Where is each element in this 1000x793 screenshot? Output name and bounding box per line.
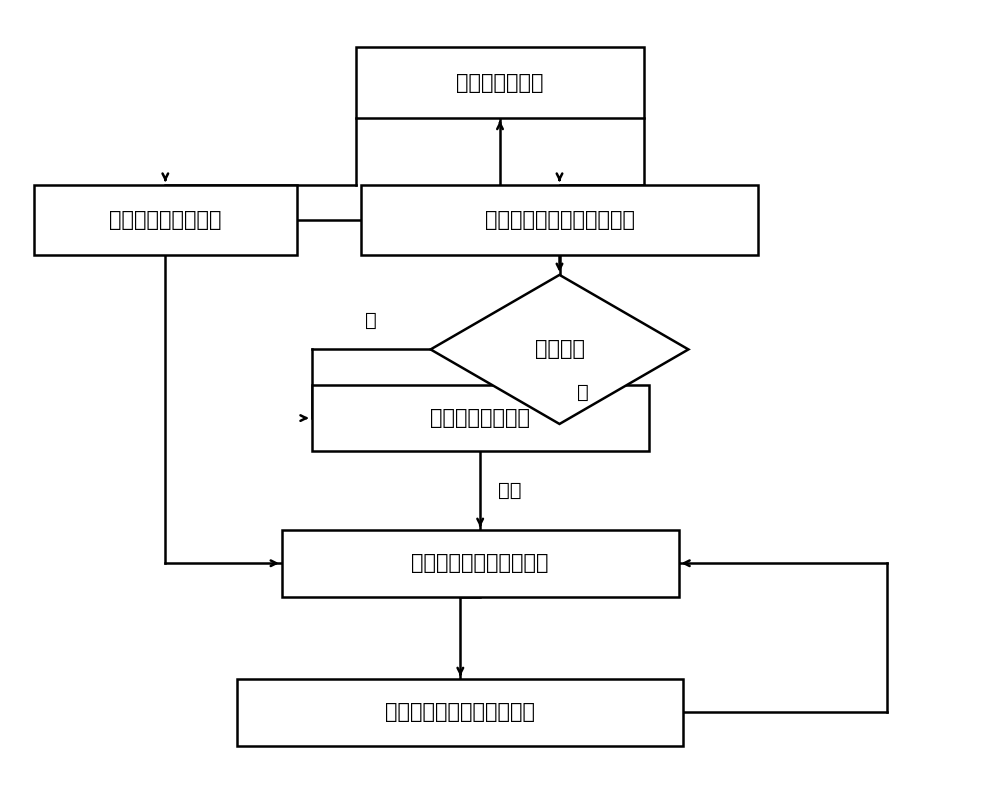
FancyBboxPatch shape — [312, 385, 649, 451]
Text: 开启: 开启 — [498, 481, 522, 500]
Text: 电力电缆接头位置: 电力电缆接头位置 — [430, 408, 530, 428]
Text: 距离变化: 距离变化 — [535, 339, 585, 359]
Text: 计算机自动控制: 计算机自动控制 — [456, 73, 544, 93]
FancyBboxPatch shape — [361, 185, 758, 255]
Text: 巡检机器人自动巡检: 巡检机器人自动巡检 — [109, 210, 222, 230]
Text: 是: 是 — [577, 383, 589, 402]
FancyBboxPatch shape — [34, 185, 297, 255]
FancyBboxPatch shape — [356, 48, 644, 118]
Text: 否: 否 — [365, 311, 377, 330]
FancyBboxPatch shape — [237, 679, 683, 745]
Polygon shape — [431, 275, 688, 424]
FancyBboxPatch shape — [282, 530, 679, 596]
Text: 激光测距系统实时测量信息: 激光测距系统实时测量信息 — [485, 210, 635, 230]
Text: 电力电缆接头内部层析成像: 电力电缆接头内部层析成像 — [385, 703, 535, 722]
Text: 太赫兹三维层析成像系统: 太赫兹三维层析成像系统 — [411, 554, 549, 573]
